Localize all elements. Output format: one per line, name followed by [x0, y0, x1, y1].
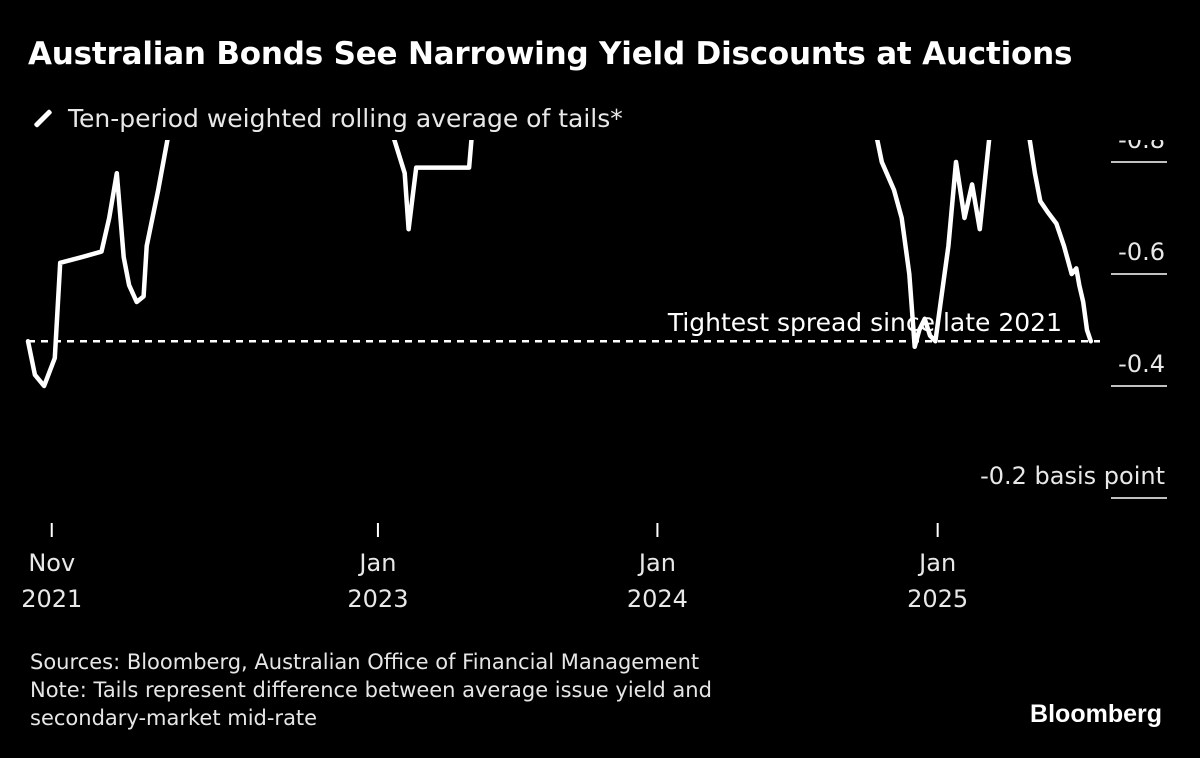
x-tick-label-month: Jan: [637, 549, 676, 577]
y-tick-label: -0.4: [1118, 350, 1165, 378]
reference-line-group: Tightest spread since late 2021: [28, 308, 1100, 343]
line-chart: -0.2 basis point-0.4-0.6-0.8-1.0-1.2-1.4…: [21, 140, 1167, 613]
note-text-line2: secondary-market mid-rate: [30, 706, 318, 730]
reference-annotation: Tightest spread since late 2021: [667, 308, 1062, 337]
x-tick-label-year: 2025: [907, 585, 968, 613]
footnotes: Sources: Bloomberg, Australian Office of…: [30, 648, 712, 732]
x-tick-label-month: Jan: [917, 549, 956, 577]
y-tick-label: -0.6: [1118, 238, 1165, 266]
legend: Ten-period weighted rolling average of t…: [32, 104, 623, 133]
y-tick-label: -0.2 basis point: [980, 462, 1165, 490]
legend-line-swatch: [33, 108, 53, 129]
bloomberg-logo: Bloomberg: [1030, 700, 1162, 728]
x-tick-label-year: 2023: [347, 585, 408, 613]
sources-text: Sources: Bloomberg, Australian Office of…: [30, 650, 700, 674]
x-tick-label-month: Nov: [28, 549, 75, 577]
note-text-line1: Note: Tails represent difference between…: [30, 678, 712, 702]
series-line: [25, 140, 1094, 389]
x-tick-label-year: 2024: [627, 585, 688, 613]
x-tick-label-month: Jan: [357, 549, 396, 577]
y-tick-label: -0.8: [1118, 140, 1165, 154]
x-axis: Nov 2021 Jan 2023 Jan 2024 Jan 2025: [21, 523, 968, 613]
y-axis: -0.2 basis point-0.4-0.6-0.8-1.0-1.2-1.4: [980, 140, 1167, 499]
series-group: [25, 140, 1094, 389]
chart-title: Australian Bonds See Narrowing Yield Dis…: [28, 36, 1073, 72]
legend-label: Ten-period weighted rolling average of t…: [68, 104, 623, 133]
x-tick-label-year: 2021: [21, 585, 82, 613]
